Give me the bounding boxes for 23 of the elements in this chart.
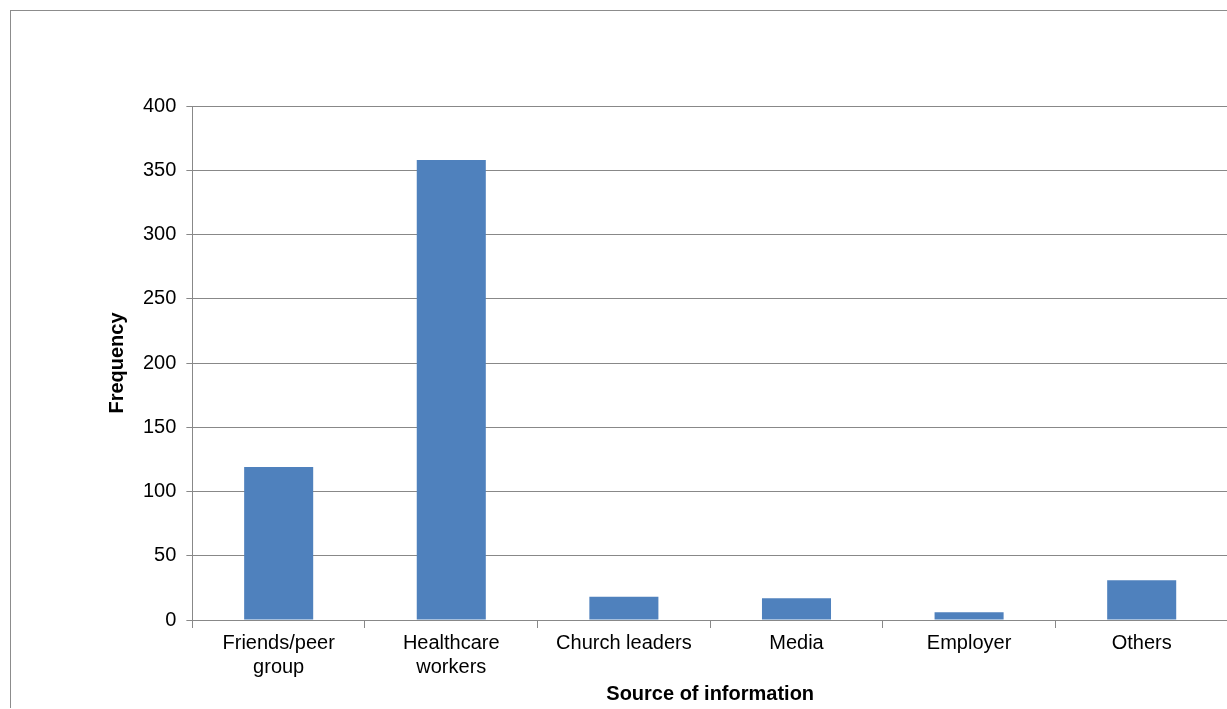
y-axis-title: Frequency (104, 311, 127, 414)
y-tick-label: 300 (142, 222, 177, 245)
y-tick-label: 250 (142, 286, 177, 309)
y-tick-label: 350 (142, 157, 177, 180)
x-tick-label: Media (769, 630, 825, 653)
x-tick-label: Others (1111, 630, 1172, 653)
y-tick-label: 200 (142, 350, 177, 373)
x-tick-label: Friends/peer group (222, 630, 336, 677)
y-tick-label: 400 (142, 93, 177, 116)
y-tick-label: 50 (154, 543, 177, 566)
y-tick-label: 150 (142, 414, 177, 437)
bar (934, 612, 1004, 620)
y-tick-label: 0 (165, 607, 177, 630)
y-tick-label: 100 (142, 479, 177, 502)
x-tick-label: Employer (926, 630, 1012, 653)
x-axis-title: Source of information (606, 681, 815, 704)
bar (589, 596, 659, 620)
bar (761, 598, 832, 620)
x-tick-label: Church leaders (556, 630, 692, 653)
x-tick-label: Healthcare workers (402, 630, 500, 677)
bar (244, 467, 314, 620)
bar (416, 159, 486, 620)
bar (1107, 580, 1177, 620)
